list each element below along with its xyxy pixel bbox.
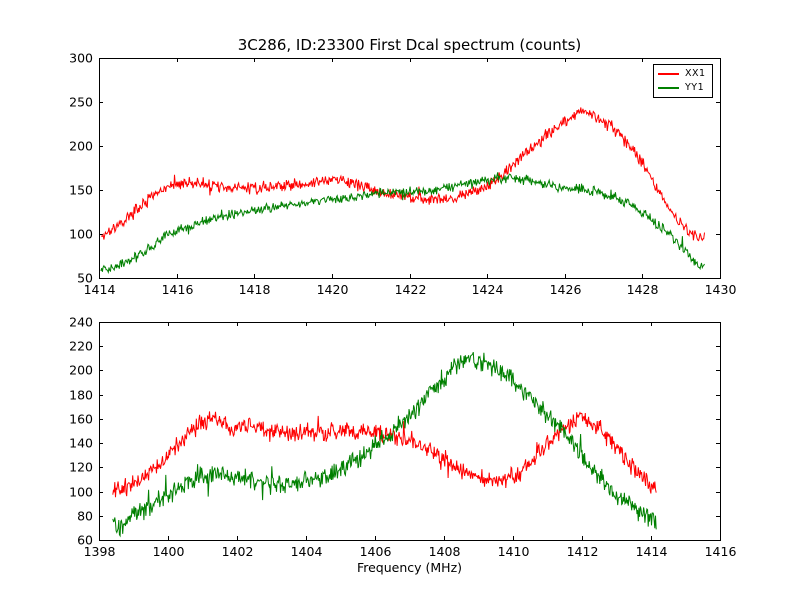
axes-frame — [99, 58, 721, 279]
x-tick-label: 1422 — [395, 282, 427, 297]
y-tick-label: 200 — [69, 363, 93, 378]
series-line-yy1 — [112, 352, 657, 538]
x-tick-label: 1416 — [162, 282, 194, 297]
axes-frame — [99, 322, 721, 541]
y-tick-label: 80 — [77, 509, 93, 524]
y-tick-label: 180 — [69, 388, 93, 403]
top-subplot: 1414 1416 1418 1420 1422 1424 1426 1428 1430 50 10… — [69, 51, 736, 298]
x-tick-label: 1426 — [550, 282, 582, 297]
legend: XX1 YY1 — [653, 64, 713, 98]
y-tick-label: 220 — [69, 339, 93, 354]
legend-item-xx1: XX1 — [658, 68, 708, 81]
legend-line-swatch-xx1 — [658, 73, 679, 75]
legend-label-xx1: XX1 — [685, 68, 706, 79]
y-tick-label: 50 — [77, 271, 93, 286]
bottom-subplot: 1398 1400 1402 1404 1406 1408 1410 1412 1414 1416… — [69, 315, 736, 560]
x-tick-label: 1430 — [705, 282, 737, 297]
x-tick-label: 1412 — [567, 544, 599, 559]
x-tick-label: 1398 — [84, 544, 116, 559]
x-tick-label: 1420 — [317, 282, 349, 297]
y-tick-label: 120 — [69, 460, 93, 475]
x-tick-label: 1408 — [429, 544, 461, 559]
y-tick-label: 100 — [69, 227, 93, 242]
y-tick-label: 300 — [69, 51, 93, 66]
x-tick-label: 1404 — [291, 544, 323, 559]
x-tick-label: 1406 — [360, 544, 392, 559]
legend-item-yy1: YY1 — [658, 82, 708, 95]
x-axis-label: Frequency (MHz) — [356, 560, 463, 575]
x-tick-label: 1414 — [84, 282, 116, 297]
y-tick-label: 150 — [69, 183, 93, 198]
series-line-xx1 — [112, 411, 657, 498]
x-tick-label: 1410 — [498, 544, 530, 559]
legend-label-yy1: YY1 — [685, 82, 705, 93]
x-tick-label: 1400 — [153, 544, 185, 559]
series-line-yy1 — [100, 172, 705, 275]
y-tick-label: 60 — [77, 533, 93, 548]
y-tick-label: 240 — [69, 315, 93, 330]
x-tick-label: 1414 — [636, 544, 668, 559]
x-tick-label: 1424 — [472, 282, 504, 297]
x-tick-label: 1418 — [239, 282, 271, 297]
y-tick-label: 100 — [69, 485, 93, 500]
y-tick-label: 200 — [69, 139, 93, 154]
y-tick-label: 250 — [69, 95, 93, 110]
x-tick-label: 1402 — [222, 544, 254, 559]
chart-title: 3C286, ID:23300 First Dcal spectrum (cou… — [237, 36, 582, 54]
y-tick-label: 140 — [69, 436, 93, 451]
x-tick-label: 1428 — [627, 282, 659, 297]
x-tick-label: 1416 — [705, 544, 737, 559]
y-tick-label: 160 — [69, 412, 93, 427]
series-line-xx1 — [100, 107, 705, 242]
legend-line-swatch-yy1 — [658, 87, 679, 89]
